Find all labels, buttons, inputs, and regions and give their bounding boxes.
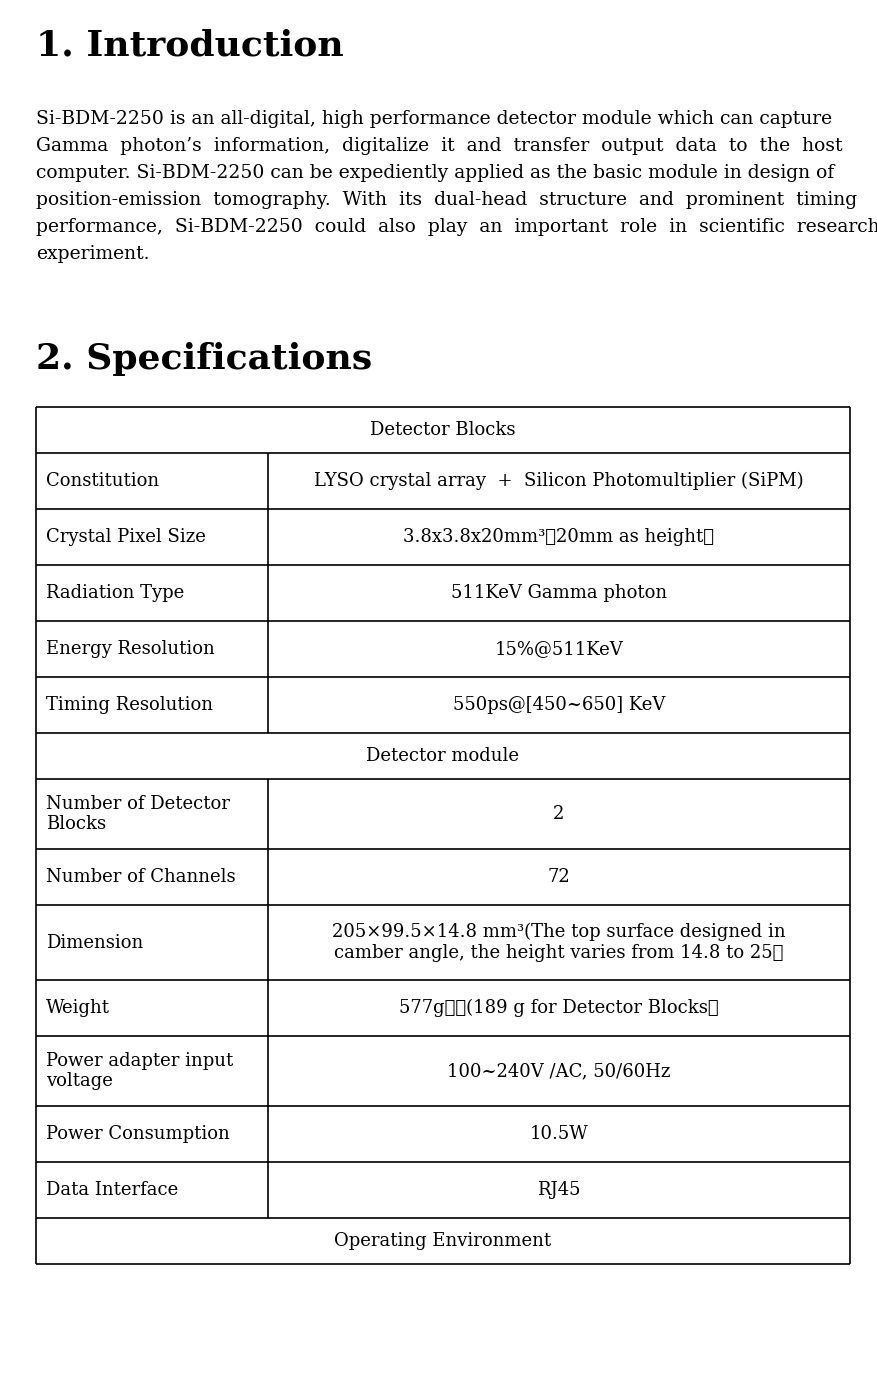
- Text: position-emission  tomography.  With  its  dual-head  structure  and  prominent : position-emission tomography. With its d…: [36, 191, 856, 209]
- Text: experiment.: experiment.: [36, 245, 149, 263]
- Text: 550ps@[450~650] KeV: 550ps@[450~650] KeV: [453, 696, 665, 714]
- Text: Dimension: Dimension: [46, 934, 143, 952]
- Text: LYSO crystal array  +  Silicon Photomultiplier (SiPM): LYSO crystal array + Silicon Photomultip…: [314, 471, 802, 491]
- Text: Number of Detector
Blocks: Number of Detector Blocks: [46, 794, 230, 833]
- Text: Radiation Type: Radiation Type: [46, 584, 184, 602]
- Text: Crystal Pixel Size: Crystal Pixel Size: [46, 528, 205, 546]
- Text: Detector Blocks: Detector Blocks: [370, 421, 515, 439]
- Text: 2. Specifications: 2. Specifications: [36, 342, 372, 376]
- Text: 72: 72: [547, 868, 570, 886]
- Text: 3.8x3.8x20mm³（20mm as height）: 3.8x3.8x20mm³（20mm as height）: [403, 528, 714, 546]
- Text: Energy Resolution: Energy Resolution: [46, 640, 215, 658]
- Text: Power adapter input
voltage: Power adapter input voltage: [46, 1052, 233, 1091]
- Text: 511KeV Gamma photon: 511KeV Gamma photon: [451, 584, 667, 602]
- Text: Gamma  photon’s  information,  digitalize  it  and  transfer  output  data  to  : Gamma photon’s information, digitalize i…: [36, 137, 842, 155]
- Text: 10.5W: 10.5W: [529, 1125, 588, 1143]
- Text: 577g　　(189 g for Detector Blocks）: 577g (189 g for Detector Blocks）: [399, 999, 718, 1017]
- Text: Operating Environment: Operating Environment: [334, 1232, 551, 1250]
- Text: Detector module: Detector module: [366, 747, 519, 765]
- Text: computer. Si-BDM-2250 can be expediently applied as the basic module in design o: computer. Si-BDM-2250 can be expediently…: [36, 164, 833, 182]
- Text: 2: 2: [553, 805, 564, 823]
- Text: Constitution: Constitution: [46, 473, 159, 491]
- Text: performance,  Si-BDM-2250  could  also  play  an  important  role  in  scientifi: performance, Si-BDM-2250 could also play…: [36, 218, 877, 236]
- Text: 15%@511KeV: 15%@511KeV: [494, 640, 623, 658]
- Text: 205×99.5×14.8 mm³(The top surface designed in
camber angle, the height varies fr: 205×99.5×14.8 mm³(The top surface design…: [332, 923, 785, 962]
- Text: 1. Introduction: 1. Introduction: [36, 28, 344, 62]
- Text: Data Interface: Data Interface: [46, 1181, 178, 1199]
- Text: RJ45: RJ45: [537, 1181, 580, 1199]
- Text: Power Consumption: Power Consumption: [46, 1125, 230, 1143]
- Text: Si-BDM-2250 is an all-digital, high performance detector module which can captur: Si-BDM-2250 is an all-digital, high perf…: [36, 109, 831, 128]
- Text: Weight: Weight: [46, 999, 110, 1017]
- Text: 100~240V /AC, 50/60Hz: 100~240V /AC, 50/60Hz: [446, 1062, 670, 1080]
- Text: Timing Resolution: Timing Resolution: [46, 696, 213, 714]
- Text: Number of Channels: Number of Channels: [46, 868, 235, 886]
